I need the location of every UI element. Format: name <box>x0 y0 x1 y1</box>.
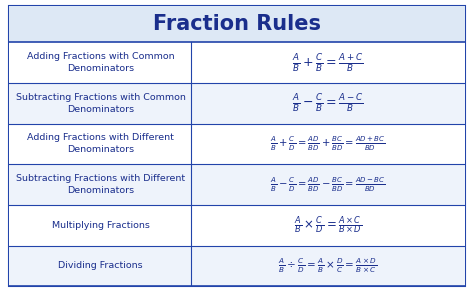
Bar <box>9 205 465 246</box>
Text: Subtracting Fractions with Common
Denominators: Subtracting Fractions with Common Denomi… <box>16 93 185 114</box>
Text: Dividing Fractions: Dividing Fractions <box>58 261 143 270</box>
Text: $\frac{A}{B} \div \frac{C}{D} = \frac{A}{B} \times \frac{D}{C} = \frac{A \times : $\frac{A}{B} \div \frac{C}{D} = \frac{A}… <box>278 257 378 275</box>
Bar <box>9 42 465 83</box>
Text: $\frac{A}{B} - \frac{C}{D} = \frac{AD}{BD} - \frac{BC}{BD} = \frac{AD-BC}{BD}$: $\frac{A}{B} - \frac{C}{D} = \frac{AD}{B… <box>270 175 386 194</box>
Text: Subtracting Fractions with Different
Denominators: Subtracting Fractions with Different Den… <box>16 174 185 195</box>
Text: $\frac{A}{B} + \frac{C}{B} = \frac{A+C}{B}$: $\frac{A}{B} + \frac{C}{B} = \frac{A+C}{… <box>292 52 364 74</box>
Bar <box>9 124 465 164</box>
Text: $\frac{A}{B} \times \frac{C}{D} = \frac{A \times C}{B \times D}$: $\frac{A}{B} \times \frac{C}{D} = \frac{… <box>294 214 362 236</box>
Bar <box>9 6 465 42</box>
Text: Multiplying Fractions: Multiplying Fractions <box>52 221 149 230</box>
Bar <box>9 164 465 205</box>
Bar <box>9 83 465 124</box>
Text: $\frac{A}{B} + \frac{C}{D} = \frac{AD}{BD} + \frac{BC}{BD} = \frac{AD+BC}{BD}$: $\frac{A}{B} + \frac{C}{D} = \frac{AD}{B… <box>270 135 386 153</box>
Bar <box>9 246 465 286</box>
Text: Adding Fractions with Different
Denominators: Adding Fractions with Different Denomina… <box>27 133 174 154</box>
Text: $\frac{A}{B} - \frac{C}{B} = \frac{A-C}{B}$: $\frac{A}{B} - \frac{C}{B} = \frac{A-C}{… <box>292 92 364 114</box>
Text: Fraction Rules: Fraction Rules <box>153 14 321 34</box>
Text: Adding Fractions with Common
Denominators: Adding Fractions with Common Denominator… <box>27 52 174 73</box>
